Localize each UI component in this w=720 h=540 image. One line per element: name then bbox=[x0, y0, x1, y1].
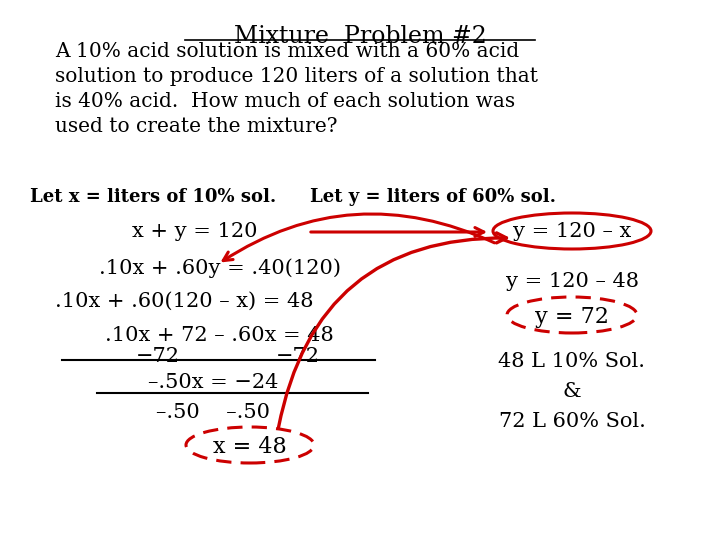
Text: y = 120 – 48: y = 120 – 48 bbox=[505, 272, 639, 291]
Text: .10x + .60y = .40(120): .10x + .60y = .40(120) bbox=[99, 258, 341, 278]
Text: 72 L 60% Sol.: 72 L 60% Sol. bbox=[498, 412, 645, 431]
Text: Let x = liters of 10% sol.: Let x = liters of 10% sol. bbox=[30, 188, 276, 206]
Text: Let y = liters of 60% sol.: Let y = liters of 60% sol. bbox=[310, 188, 556, 206]
Text: .10x + .60(120 – x) = 48: .10x + .60(120 – x) = 48 bbox=[55, 292, 313, 311]
Text: x + y = 120: x + y = 120 bbox=[132, 222, 258, 241]
Text: –.50    –.50: –.50 –.50 bbox=[156, 403, 270, 422]
Text: y = 72: y = 72 bbox=[535, 306, 609, 328]
Text: &: & bbox=[563, 382, 581, 401]
Text: A 10% acid solution is mixed with a 60% acid
solution to produce 120 liters of a: A 10% acid solution is mixed with a 60% … bbox=[55, 42, 538, 136]
Text: x = 48: x = 48 bbox=[213, 436, 287, 458]
Text: y = 120 – x: y = 120 – x bbox=[513, 222, 631, 241]
Text: 48 L 10% Sol.: 48 L 10% Sol. bbox=[498, 352, 646, 371]
Text: –.50x = −24: –.50x = −24 bbox=[148, 373, 278, 392]
Text: −72: −72 bbox=[276, 347, 320, 366]
Text: −72: −72 bbox=[136, 347, 180, 366]
Text: .10x + 72 – .60x = 48: .10x + 72 – .60x = 48 bbox=[105, 326, 334, 345]
Text: Mixture  Problem #2: Mixture Problem #2 bbox=[233, 25, 487, 48]
